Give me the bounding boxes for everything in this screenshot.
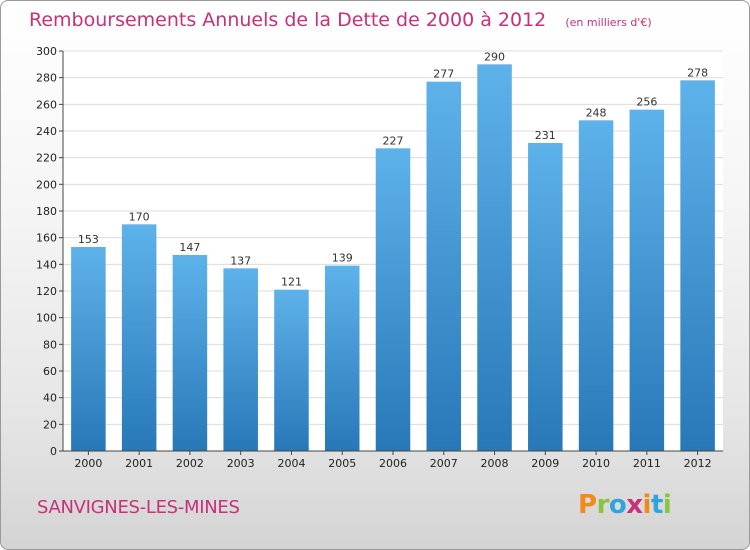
x-tick-label-2006: 2006 bbox=[379, 457, 407, 470]
y-tick-label: 20 bbox=[43, 418, 57, 431]
data-label-2011: 256 bbox=[636, 96, 657, 109]
bar-2006 bbox=[375, 148, 411, 452]
x-tick-label-2003: 2003 bbox=[227, 457, 255, 470]
data-label-2004: 121 bbox=[281, 276, 302, 289]
data-label-2006: 227 bbox=[383, 134, 404, 147]
commune-name: SANVIGNES-LES-MINES bbox=[37, 497, 240, 518]
y-tick-label: 160 bbox=[36, 232, 57, 245]
x-tick-label-2012: 2012 bbox=[684, 457, 712, 470]
bar-2009 bbox=[528, 143, 563, 451]
bar-2008 bbox=[477, 64, 512, 452]
x-tick-label-2001: 2001 bbox=[125, 457, 153, 470]
x-tick-label-2004: 2004 bbox=[277, 457, 305, 470]
bars-layer: 153 170 147 137 121 139 227 277 290 231 248 256 278 bbox=[71, 50, 715, 452]
chart-title: Remboursements Annuels de la Dette de 20… bbox=[29, 9, 652, 31]
data-label-2002: 147 bbox=[179, 241, 200, 254]
y-tick-label: 280 bbox=[36, 72, 57, 85]
bar-2010 bbox=[578, 120, 614, 451]
x-tick-label-2005: 2005 bbox=[328, 457, 356, 470]
bar-2000 bbox=[71, 247, 106, 451]
axis-layer: 0 20 40 60 80 100 120 140 160 180 200 220 240 260 280 3… bbox=[36, 45, 723, 470]
y-tick-label: 40 bbox=[43, 392, 57, 405]
data-label-2007: 277 bbox=[433, 68, 454, 81]
bar-2011 bbox=[629, 109, 665, 452]
y-tick-label: 120 bbox=[36, 285, 57, 298]
y-tick-label: 220 bbox=[36, 152, 57, 165]
y-tick-label: 100 bbox=[36, 312, 57, 325]
data-label-2001: 170 bbox=[129, 210, 150, 223]
y-tick-label: 180 bbox=[36, 205, 57, 218]
x-tick-label-2008: 2008 bbox=[481, 457, 509, 470]
x-tick-label-2011: 2011 bbox=[633, 457, 661, 470]
y-tick-label: 200 bbox=[36, 178, 57, 191]
bar-2001 bbox=[121, 224, 157, 451]
y-tick-label: 80 bbox=[43, 338, 57, 351]
x-tick-label-2000: 2000 bbox=[74, 457, 102, 470]
bar-2004 bbox=[274, 289, 309, 451]
bar-2012 bbox=[680, 80, 715, 451]
x-tick-label-2010: 2010 bbox=[582, 457, 610, 470]
data-label-2008: 290 bbox=[484, 50, 505, 63]
bar-2003 bbox=[223, 268, 258, 451]
data-label-2012: 278 bbox=[687, 66, 708, 79]
x-tick-label-2007: 2007 bbox=[430, 457, 458, 470]
y-tick-label: 240 bbox=[36, 125, 57, 138]
chart-title-text: Remboursements Annuels de la Dette de 20… bbox=[29, 9, 547, 31]
data-label-2003: 137 bbox=[230, 254, 251, 267]
data-label-2000: 153 bbox=[78, 233, 99, 246]
bar-2007 bbox=[426, 81, 462, 452]
y-tick-label: 300 bbox=[36, 45, 57, 58]
x-tick-label-2002: 2002 bbox=[176, 457, 204, 470]
proxiti-logo: Proxiti bbox=[578, 490, 672, 520]
bar-2005 bbox=[324, 265, 360, 451]
data-label-2005: 139 bbox=[332, 252, 353, 265]
y-tick-label: 260 bbox=[36, 98, 57, 111]
bar-2002 bbox=[172, 255, 208, 451]
chart-unit-note: (en milliers d'€) bbox=[565, 16, 652, 29]
data-label-2009: 231 bbox=[535, 129, 556, 142]
data-label-2010: 248 bbox=[586, 106, 607, 119]
x-tick-label-2009: 2009 bbox=[531, 457, 559, 470]
y-tick-label: 140 bbox=[36, 258, 57, 271]
y-tick-label: 0 bbox=[50, 445, 57, 458]
y-tick-label: 60 bbox=[43, 365, 57, 378]
